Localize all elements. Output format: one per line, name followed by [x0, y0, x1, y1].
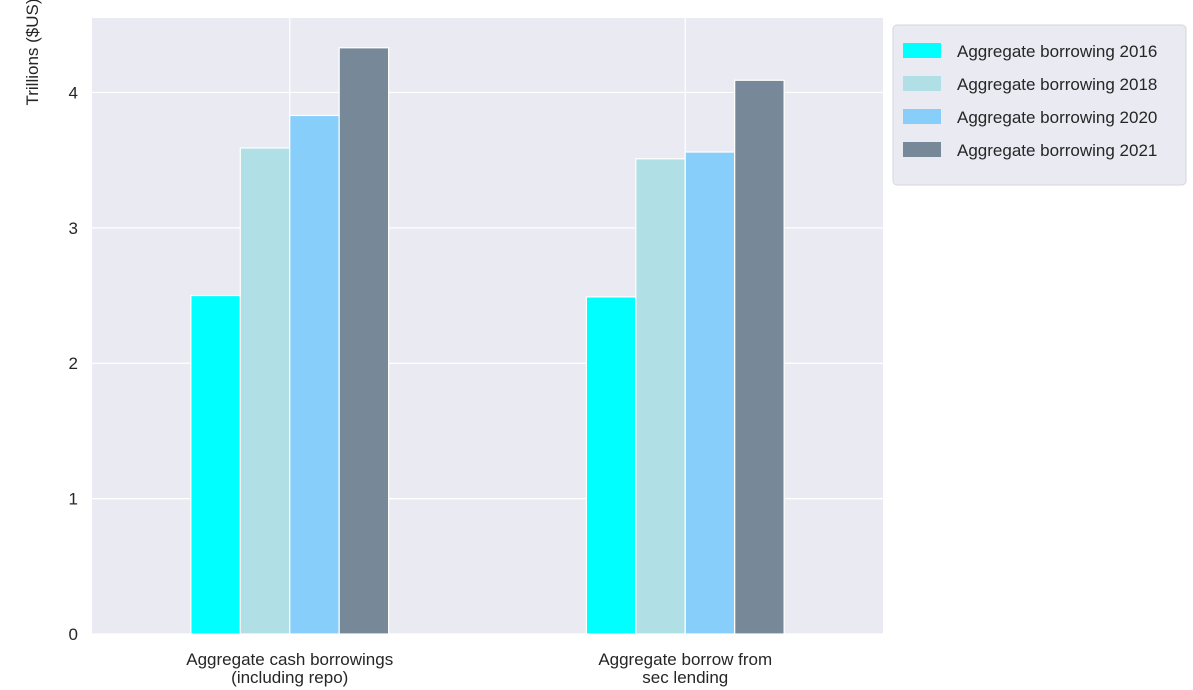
y-tick-label: 1: [69, 490, 78, 509]
bar: [190, 294, 241, 635]
legend-label: Aggregate borrowing 2016: [957, 42, 1157, 61]
legend-box: [892, 24, 1187, 186]
y-tick-label: 3: [69, 219, 78, 238]
x-tick-label: sec lending: [642, 668, 728, 687]
legend-label: Aggregate borrowing 2018: [957, 75, 1157, 94]
y-axis-label: Trillions ($US): [23, 0, 42, 106]
legend-swatch: [903, 109, 941, 124]
y-tick-label: 4: [69, 83, 78, 102]
legend: Aggregate borrowing 2016 Aggregate borrow…: [892, 24, 1187, 186]
y-tick-label: 2: [69, 354, 78, 373]
x-tick-label: (including repo): [231, 668, 348, 687]
x-tick-label: Aggregate borrow from: [598, 650, 772, 669]
legend-label: Aggregate borrowing 2021: [957, 141, 1157, 160]
x-tick-label: Aggregate cash borrowings: [186, 650, 393, 669]
y-tick-label: 0: [69, 625, 78, 644]
bar: [734, 79, 785, 635]
bars: [190, 47, 785, 635]
bar: [239, 147, 291, 635]
bar: [289, 114, 340, 635]
bar: [585, 296, 637, 635]
x-tick-labels: Aggregate cash borrowings(including repo…: [186, 650, 772, 687]
legend-label: Aggregate borrowing 2020: [957, 108, 1157, 127]
bar: [684, 151, 736, 635]
legend-swatch: [903, 76, 941, 91]
y-tick-labels: 0 1 2 3 4: [69, 83, 78, 644]
bar: [338, 47, 390, 635]
legend-swatch: [903, 142, 941, 157]
legend-swatch: [903, 43, 941, 58]
bar: [635, 158, 686, 635]
